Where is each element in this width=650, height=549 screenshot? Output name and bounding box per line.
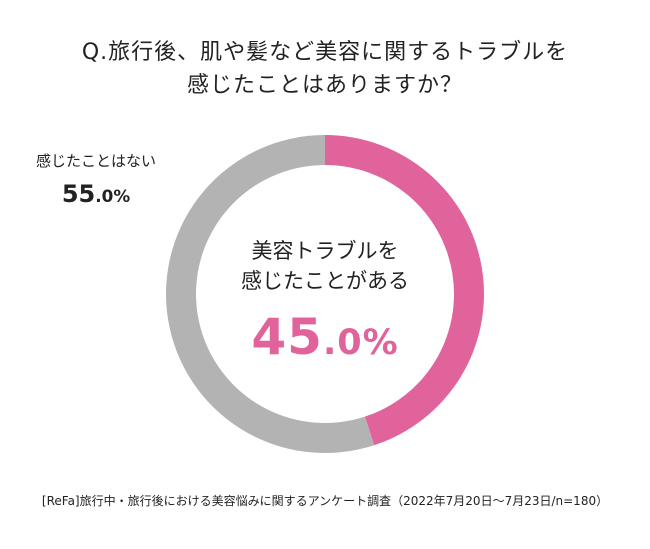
trouble-value-dec: .0% bbox=[322, 323, 399, 363]
no-trouble-value-dec: .0% bbox=[95, 186, 131, 206]
survey-footnote: [ReFa]旅行中・旅行後における美容悩みに関するアンケート調査（2022年7月… bbox=[41, 494, 609, 508]
chart-title-line-1: Q.旅行後、肌や髪など美容に関するトラブルを bbox=[81, 40, 569, 65]
chart-title: Q.旅行後、肌や髪など美容に関するトラブルを 感じたことはありますか？ bbox=[0, 36, 650, 102]
trouble-label-group: 美容トラブルを 感じたことがある 45.0% bbox=[225, 236, 425, 366]
trouble-label-line-2: 感じたことがある bbox=[241, 269, 409, 293]
slice-no-trouble bbox=[165, 135, 375, 454]
chart-title-line-2: 感じたことはありますか？ bbox=[186, 73, 463, 98]
slice-has-trouble bbox=[325, 135, 484, 446]
no-trouble-label: 感じたことはない bbox=[35, 152, 156, 170]
no-trouble-label-group: 感じたことはない 55.0% bbox=[0, 150, 192, 208]
no-trouble-value-int: 55 bbox=[61, 180, 96, 208]
trouble-value: 45.0% bbox=[225, 308, 425, 366]
no-trouble-value: 55.0% bbox=[0, 180, 192, 208]
trouble-label-line-1: 美容トラブルを bbox=[251, 239, 399, 263]
trouble-value-int: 45 bbox=[251, 308, 323, 366]
